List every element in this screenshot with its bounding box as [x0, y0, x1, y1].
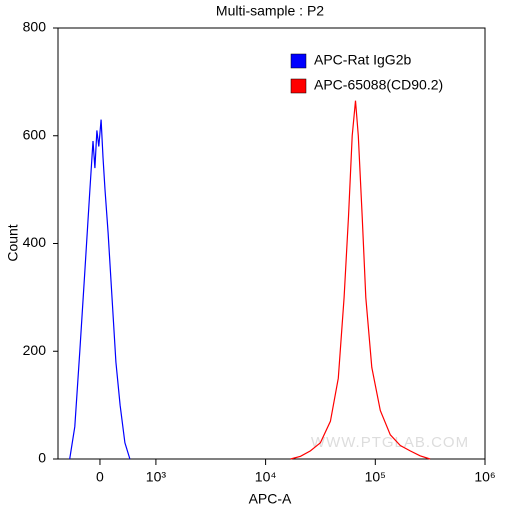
legend-label: APC-65088(CD90.2)	[314, 77, 443, 93]
y-tick-label: 800	[23, 19, 47, 35]
legend-swatch	[290, 78, 307, 94]
chart-title: Multi-sample : P2	[216, 3, 324, 19]
y-tick-label: 0	[38, 450, 46, 466]
x-tick-label: 10⁵	[365, 469, 386, 485]
legend-swatch	[290, 53, 307, 69]
y-axis-label: Count	[5, 224, 21, 261]
y-tick-label: 200	[23, 342, 47, 358]
x-tick-label: 10⁴	[255, 469, 277, 485]
histogram-line	[290, 100, 431, 460]
x-axis-label: APC-A	[249, 491, 292, 507]
x-tick-label: 0	[96, 469, 104, 485]
x-tick-label: 10⁶	[474, 469, 495, 485]
y-tick-label: 600	[23, 126, 47, 142]
watermark: WWW.PTGLAB.COM	[311, 434, 469, 451]
y-tick-label: 400	[23, 234, 47, 250]
histogram-line	[69, 119, 131, 460]
x-tick-label: 10³	[146, 469, 167, 485]
legend-label: APC-Rat IgG2b	[314, 52, 411, 68]
